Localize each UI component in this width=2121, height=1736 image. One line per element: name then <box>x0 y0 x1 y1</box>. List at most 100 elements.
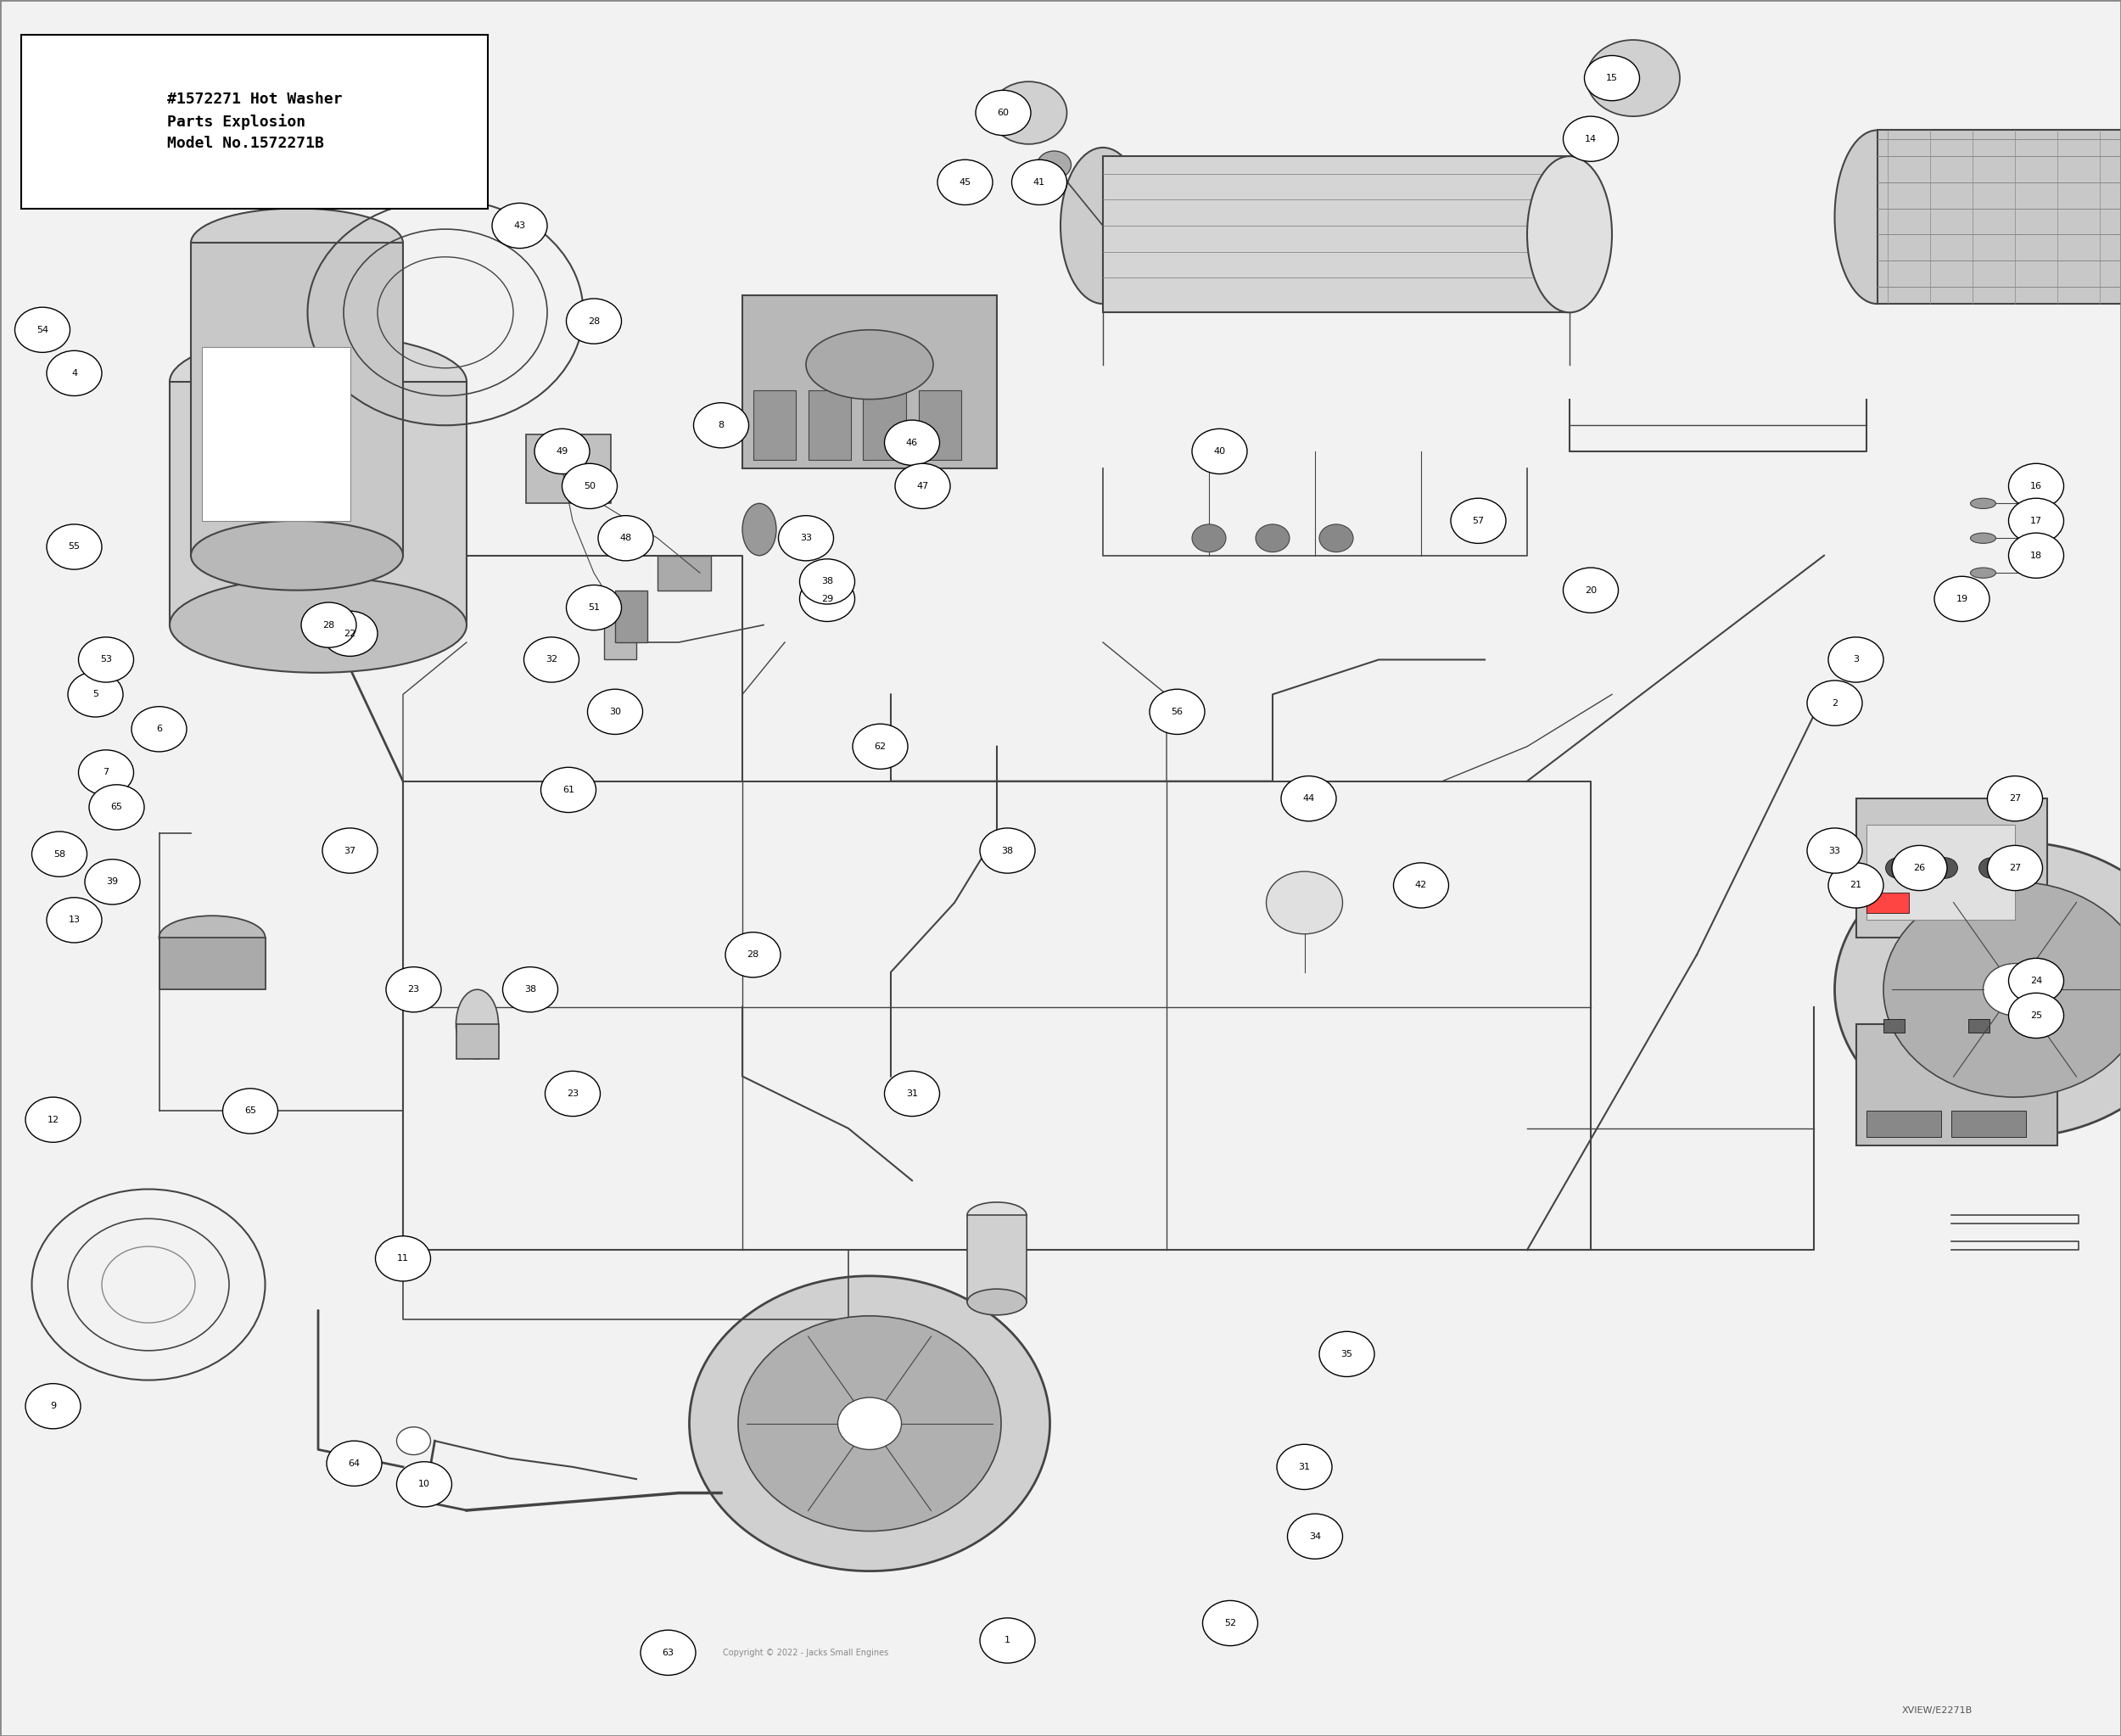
Text: 38: 38 <box>524 986 537 993</box>
Text: 60: 60 <box>997 109 1010 116</box>
Ellipse shape <box>1060 148 1145 304</box>
Ellipse shape <box>806 330 933 399</box>
Circle shape <box>800 576 855 621</box>
Text: 40: 40 <box>1213 448 1226 455</box>
Circle shape <box>1192 429 1247 474</box>
Circle shape <box>2009 958 2064 1003</box>
Circle shape <box>738 1316 1001 1531</box>
Bar <box>191 243 403 556</box>
Bar <box>1877 130 2121 304</box>
Text: 65: 65 <box>244 1108 257 1115</box>
Bar <box>1103 156 1570 312</box>
Circle shape <box>1987 845 2043 891</box>
Text: 41: 41 <box>1033 179 1046 186</box>
Text: 7: 7 <box>104 769 108 776</box>
Text: 5: 5 <box>93 691 98 698</box>
Circle shape <box>25 1384 81 1429</box>
Text: 29: 29 <box>821 595 834 602</box>
Text: 2: 2 <box>1833 700 1837 707</box>
Circle shape <box>1281 776 1336 821</box>
Text: 57: 57 <box>1472 517 1485 524</box>
Circle shape <box>895 464 950 509</box>
Circle shape <box>1563 568 1618 613</box>
Text: 23: 23 <box>407 986 420 993</box>
Text: X: X <box>271 481 280 491</box>
Ellipse shape <box>1970 568 1996 578</box>
Circle shape <box>838 1397 901 1450</box>
Text: 51: 51 <box>588 604 600 611</box>
Ellipse shape <box>1970 533 1996 543</box>
Circle shape <box>598 516 653 561</box>
Circle shape <box>694 403 749 448</box>
Circle shape <box>327 1441 382 1486</box>
Text: 27: 27 <box>2009 795 2021 802</box>
Circle shape <box>2009 993 2064 1038</box>
Text: 10: 10 <box>418 1481 431 1488</box>
Ellipse shape <box>170 333 467 431</box>
Circle shape <box>32 832 87 877</box>
Circle shape <box>1932 858 1958 878</box>
Circle shape <box>375 1236 431 1281</box>
Circle shape <box>1584 56 1640 101</box>
Circle shape <box>47 524 102 569</box>
Ellipse shape <box>456 990 498 1059</box>
Text: 53: 53 <box>100 656 112 663</box>
Ellipse shape <box>191 521 403 590</box>
Bar <box>159 937 265 990</box>
Text: 3: 3 <box>1854 656 1858 663</box>
Text: 1: 1 <box>1005 1637 1010 1644</box>
Bar <box>1968 1019 1989 1033</box>
Circle shape <box>541 767 596 812</box>
Bar <box>21 35 488 208</box>
Text: 63: 63 <box>662 1649 674 1656</box>
Circle shape <box>1892 845 1947 891</box>
Text: 31: 31 <box>1298 1463 1311 1470</box>
Bar <box>658 556 711 590</box>
Circle shape <box>15 307 70 352</box>
Text: #1572271 Hot Washer
Parts Explosion
Model No.1572271B: #1572271 Hot Washer Parts Explosion Mode… <box>168 92 341 151</box>
Bar <box>1866 1111 1941 1137</box>
Circle shape <box>492 203 547 248</box>
Circle shape <box>85 859 140 904</box>
Text: 28: 28 <box>588 318 600 325</box>
Circle shape <box>25 1097 81 1142</box>
Circle shape <box>1987 776 2043 821</box>
Bar <box>918 391 961 460</box>
Text: 21: 21 <box>1850 882 1862 889</box>
Ellipse shape <box>967 1288 1027 1316</box>
Circle shape <box>1277 1444 1332 1489</box>
Text: 33: 33 <box>800 535 812 542</box>
Circle shape <box>1828 863 1883 908</box>
Circle shape <box>1979 858 2004 878</box>
Circle shape <box>1256 524 1290 552</box>
Bar <box>753 391 795 460</box>
Circle shape <box>397 1427 431 1455</box>
Bar <box>456 1024 498 1059</box>
Text: 58: 58 <box>53 851 66 858</box>
Text: 15: 15 <box>1606 75 1618 82</box>
Circle shape <box>980 828 1035 873</box>
Text: 65: 65 <box>110 804 123 811</box>
Text: 11: 11 <box>397 1255 409 1262</box>
Circle shape <box>132 707 187 752</box>
Bar <box>1866 892 1909 913</box>
Circle shape <box>1587 40 1680 116</box>
Circle shape <box>884 420 940 465</box>
Circle shape <box>884 1071 940 1116</box>
Bar <box>967 1215 1027 1302</box>
Circle shape <box>2009 533 2064 578</box>
Circle shape <box>545 1071 600 1116</box>
Text: 37: 37 <box>344 847 356 854</box>
Text: 61: 61 <box>562 786 575 793</box>
Circle shape <box>778 516 834 561</box>
Bar <box>170 382 467 625</box>
Text: 30: 30 <box>609 708 621 715</box>
Bar <box>808 391 851 460</box>
Text: 14: 14 <box>1584 135 1597 142</box>
Circle shape <box>322 828 378 873</box>
Ellipse shape <box>159 915 265 958</box>
Bar <box>604 616 636 660</box>
Text: 27: 27 <box>2009 865 2021 871</box>
Circle shape <box>853 724 908 769</box>
Circle shape <box>1037 151 1071 179</box>
